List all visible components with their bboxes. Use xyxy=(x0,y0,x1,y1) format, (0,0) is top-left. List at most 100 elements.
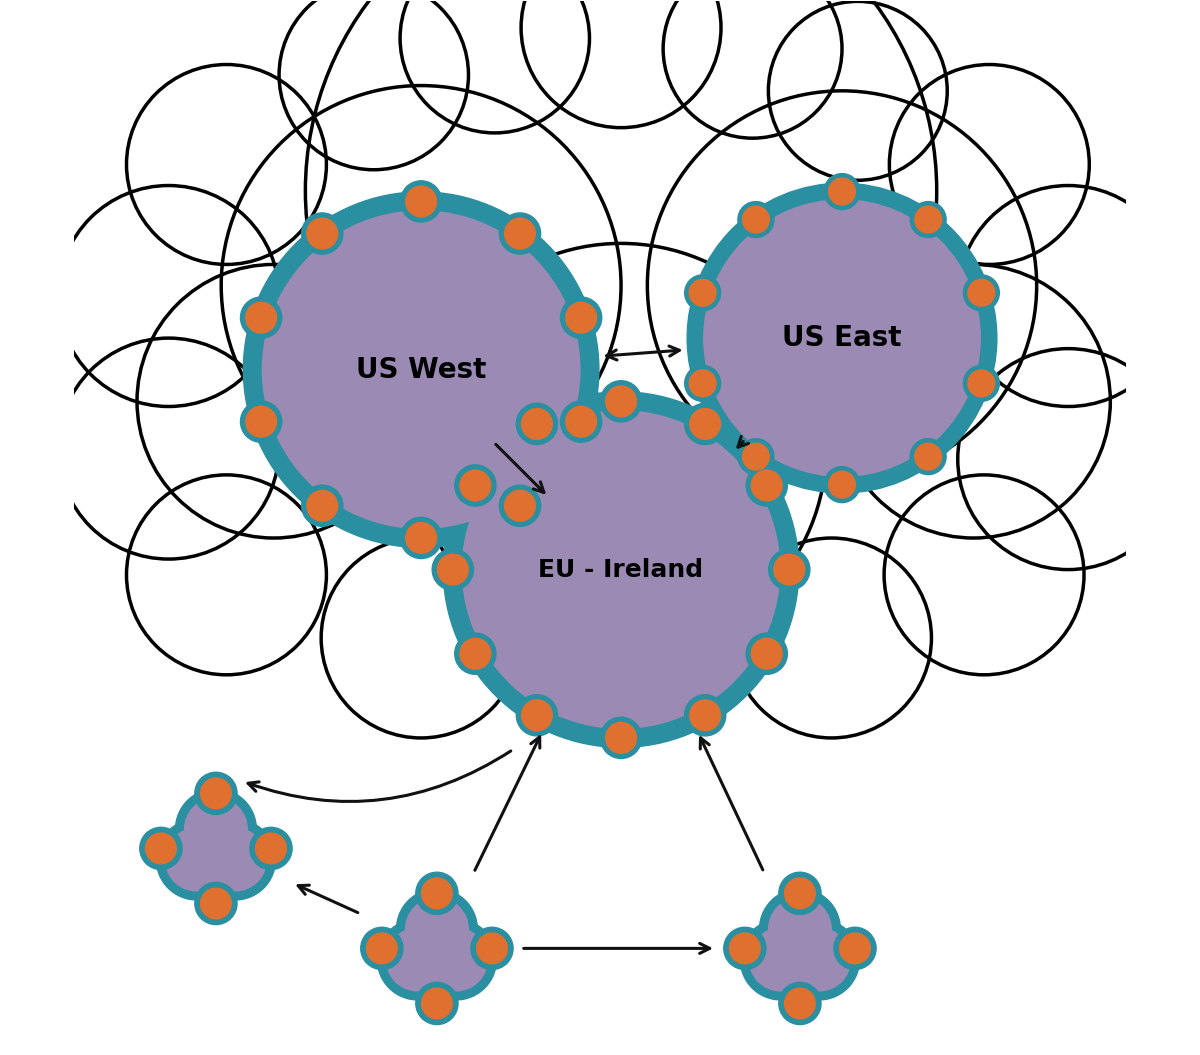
Circle shape xyxy=(139,827,182,869)
Circle shape xyxy=(829,178,856,205)
Circle shape xyxy=(470,927,514,970)
Circle shape xyxy=(785,878,815,908)
Circle shape xyxy=(126,64,326,265)
Circle shape xyxy=(246,303,276,333)
Circle shape xyxy=(840,933,870,964)
Circle shape xyxy=(401,180,442,222)
Circle shape xyxy=(750,928,812,991)
Circle shape xyxy=(647,91,1037,480)
Circle shape xyxy=(824,174,860,210)
Circle shape xyxy=(738,439,774,475)
Circle shape xyxy=(606,386,636,417)
Circle shape xyxy=(724,927,766,970)
Circle shape xyxy=(834,927,876,970)
Circle shape xyxy=(836,265,1110,538)
Circle shape xyxy=(779,919,859,1000)
Circle shape xyxy=(58,338,280,559)
Circle shape xyxy=(560,401,601,442)
Circle shape xyxy=(396,888,478,970)
Circle shape xyxy=(416,244,827,654)
Circle shape xyxy=(240,401,282,442)
Circle shape xyxy=(664,0,842,138)
Circle shape xyxy=(425,928,487,991)
Circle shape xyxy=(194,772,238,814)
Circle shape xyxy=(460,471,491,501)
Circle shape xyxy=(145,833,176,864)
Circle shape xyxy=(322,538,521,737)
Circle shape xyxy=(785,989,815,1019)
Circle shape xyxy=(460,638,491,669)
Circle shape xyxy=(732,538,931,737)
Circle shape xyxy=(521,0,721,128)
Circle shape xyxy=(499,485,541,526)
Circle shape xyxy=(760,888,840,970)
Circle shape xyxy=(914,206,942,233)
Circle shape xyxy=(606,723,636,753)
Circle shape xyxy=(690,699,720,731)
Circle shape xyxy=(964,275,1000,311)
Circle shape xyxy=(377,919,458,1000)
Circle shape xyxy=(194,882,238,924)
Circle shape xyxy=(600,381,642,422)
Circle shape xyxy=(690,408,720,439)
Circle shape xyxy=(200,778,232,809)
Circle shape xyxy=(689,370,716,397)
Circle shape xyxy=(194,819,276,900)
Circle shape xyxy=(455,465,496,506)
Circle shape xyxy=(684,694,726,736)
Circle shape xyxy=(743,206,769,233)
Circle shape xyxy=(415,872,458,915)
Circle shape xyxy=(685,365,721,401)
Text: US East: US East xyxy=(782,324,901,352)
Circle shape xyxy=(406,522,437,553)
Circle shape xyxy=(769,898,832,960)
Circle shape xyxy=(406,898,468,960)
Circle shape xyxy=(421,878,452,908)
Circle shape xyxy=(246,406,276,437)
Circle shape xyxy=(779,872,821,915)
Circle shape xyxy=(743,443,769,471)
Circle shape xyxy=(400,0,589,133)
Circle shape xyxy=(522,408,552,439)
Text: US West: US West xyxy=(356,356,486,384)
Circle shape xyxy=(240,298,282,339)
Circle shape xyxy=(443,391,799,747)
Circle shape xyxy=(746,465,787,506)
Circle shape xyxy=(401,517,442,558)
Circle shape xyxy=(751,638,782,669)
Circle shape xyxy=(301,485,343,526)
Circle shape xyxy=(774,554,805,584)
Circle shape xyxy=(889,64,1090,265)
Circle shape xyxy=(740,919,821,1000)
Circle shape xyxy=(769,549,810,590)
Circle shape xyxy=(221,85,622,485)
Circle shape xyxy=(751,471,782,501)
Circle shape xyxy=(476,933,508,964)
Circle shape xyxy=(386,928,449,991)
Circle shape xyxy=(689,280,716,306)
Circle shape xyxy=(200,888,232,919)
Circle shape xyxy=(455,633,496,674)
Circle shape xyxy=(137,265,410,538)
Circle shape xyxy=(829,472,856,498)
Circle shape xyxy=(788,928,851,991)
Circle shape xyxy=(730,933,761,964)
Circle shape xyxy=(421,989,452,1019)
Circle shape xyxy=(688,184,997,493)
Circle shape xyxy=(824,466,860,502)
Circle shape xyxy=(505,491,535,521)
Circle shape xyxy=(166,828,228,890)
Circle shape xyxy=(156,819,238,900)
Circle shape xyxy=(505,218,535,249)
Circle shape xyxy=(126,475,326,675)
Circle shape xyxy=(685,275,721,311)
Circle shape xyxy=(968,280,995,306)
Circle shape xyxy=(305,0,937,506)
Circle shape xyxy=(415,982,458,1024)
Circle shape xyxy=(958,186,1178,406)
Circle shape xyxy=(462,410,780,728)
Circle shape xyxy=(432,549,474,590)
Circle shape xyxy=(968,370,995,397)
Circle shape xyxy=(58,186,280,406)
Circle shape xyxy=(516,403,558,444)
